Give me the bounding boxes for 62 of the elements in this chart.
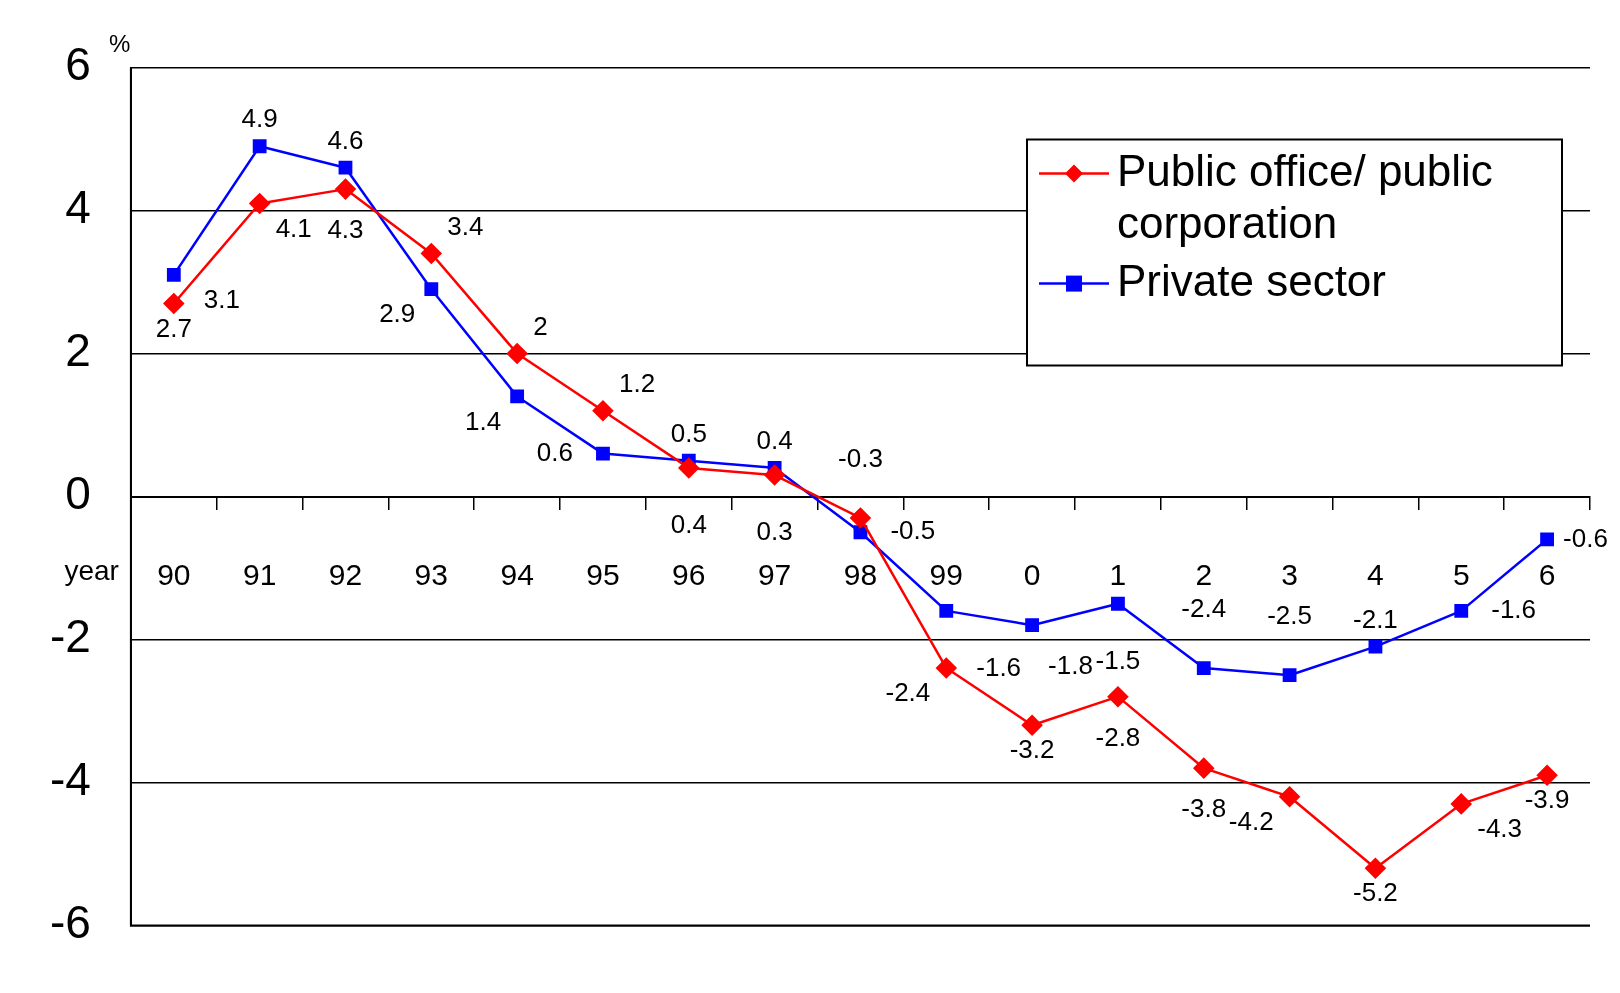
data-label: 0.4 [756, 425, 793, 456]
x-tick-label: 92 [328, 557, 363, 591]
data-label: 0.3 [756, 516, 793, 547]
x-tick-label: 97 [757, 557, 792, 591]
data-label: -3.2 [1009, 734, 1055, 765]
data-label: 4.6 [327, 124, 364, 155]
y-tick-label: 2 [65, 324, 91, 377]
data-label: 1.2 [618, 367, 656, 398]
y-tick-label: -6 [50, 896, 91, 949]
data-label: -5.2 [1353, 877, 1398, 908]
data-label: -2.8 [1095, 721, 1141, 752]
x-tick-label: 0 [1023, 557, 1041, 591]
data-label: -1.8 [1048, 650, 1093, 681]
x-tick-label: 90 [157, 557, 191, 591]
data-label: 2 [533, 310, 548, 341]
data-label: 4.1 [275, 212, 312, 243]
data-label: 0.4 [670, 509, 707, 540]
y-tick-label: 0 [65, 467, 91, 520]
x-tick-label: 1 [1109, 557, 1127, 591]
x-tick-label: 6 [1538, 557, 1556, 591]
data-label: -0.5 [890, 515, 936, 546]
data-label: -2.1 [1353, 603, 1398, 634]
x-tick-label: 91 [242, 557, 277, 591]
x-axis-title: year [64, 555, 119, 587]
data-label: -2.5 [1267, 600, 1312, 631]
data-label: 4.9 [241, 103, 278, 134]
x-tick-label: 96 [672, 557, 706, 591]
x-tick-label: 95 [586, 557, 620, 591]
y-axis-title: % [108, 30, 131, 58]
data-label: -0.6 [1563, 522, 1608, 553]
data-label: 3.1 [203, 284, 240, 315]
x-tick-label: 3 [1281, 557, 1298, 591]
data-label: 0.6 [536, 436, 573, 467]
data-label: 2.9 [379, 298, 416, 329]
data-label: -3.8 [1181, 793, 1227, 824]
data-label: 0.5 [670, 417, 707, 448]
y-tick-label: 4 [65, 181, 91, 234]
data-label: 3.4 [447, 210, 484, 241]
data-label: 1.4 [464, 405, 502, 436]
data-label: -2.4 [1181, 593, 1227, 624]
data-label: -3.9 [1524, 784, 1570, 815]
y-tick-label: -2 [50, 610, 91, 663]
data-label: -1.6 [1491, 594, 1537, 625]
x-tick-label: 5 [1452, 557, 1470, 591]
x-tick-label: 98 [843, 557, 878, 591]
y-tick-label: 6 [65, 38, 91, 91]
data-label: -2.4 [885, 677, 931, 708]
x-tick-label: 94 [500, 557, 534, 591]
x-tick-label: 99 [929, 557, 963, 591]
x-tick-label: 2 [1195, 557, 1213, 591]
data-label: -1.6 [976, 652, 1022, 683]
data-label: 2.7 [155, 312, 192, 343]
y-tick-label: -4 [50, 753, 91, 806]
x-tick-label: 93 [414, 557, 448, 591]
data-label: -4.3 [1477, 813, 1523, 844]
legend-label: Public office/ public corporation [1117, 145, 1493, 247]
data-label: -4.2 [1228, 805, 1274, 836]
data-label: -1.5 [1095, 644, 1141, 675]
data-label: -0.3 [838, 443, 883, 474]
data-label: 4.3 [327, 214, 364, 245]
x-tick-label: 4 [1367, 557, 1384, 591]
legend-label: Private sector [1117, 255, 1386, 305]
